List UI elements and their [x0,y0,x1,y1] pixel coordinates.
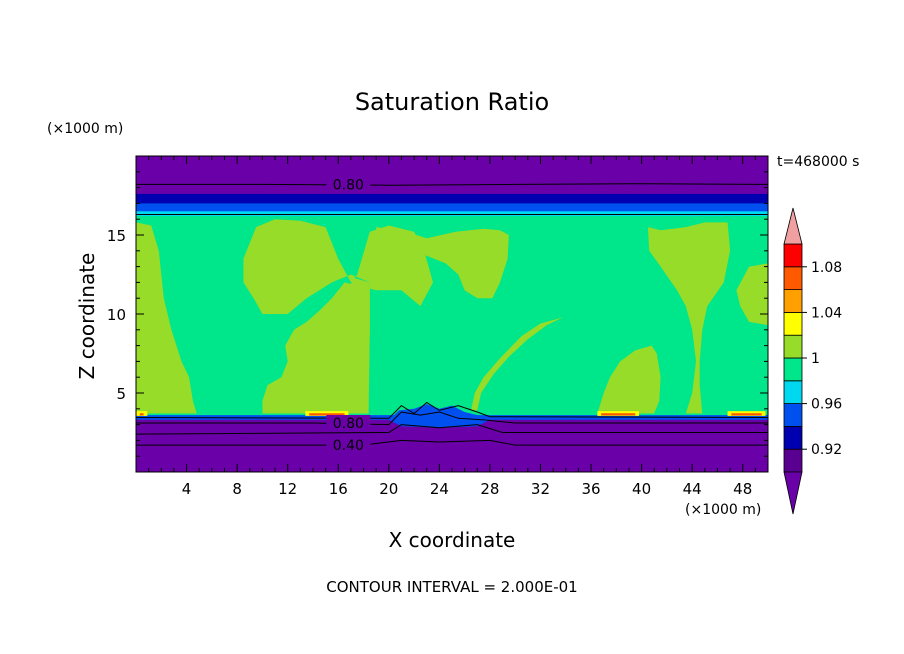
colorbar-box-0 [783,448,803,473]
x-tick-label-28: 28 [480,480,499,498]
hot-patch-2 [601,413,636,416]
region-supersat-center-fill [325,277,370,414]
colorbar-label-0.96: 0.96 [811,397,842,413]
region-supersat-west [136,222,197,414]
x-tick-label-36: 36 [581,480,600,498]
x-tick-label-40: 40 [632,480,651,498]
hot-patch-1 [309,413,345,416]
y-tick-label-15: 15 [107,227,126,245]
x-tick-label-24: 24 [430,480,449,498]
hot-patch-3 [731,413,762,416]
colorbar-label-1: 1 [811,351,820,367]
region-supersat-east-edge [736,263,768,326]
x-tick-label-44: 44 [683,480,702,498]
x-tick-label-8: 8 [232,480,242,498]
plot-frame [135,155,769,473]
colorbar-box-3 [783,380,803,404]
colorbar-label-1.04: 1.04 [811,305,842,321]
contour-label-bg-0 [326,176,371,193]
x-tick-label-20: 20 [379,480,398,498]
colorbar-box-4 [783,357,803,382]
colorbar-under-triangle [783,471,803,515]
region-supersat-upper-tongue [376,227,509,299]
colorbar-box-6 [783,311,803,336]
x-tick-label-32: 32 [531,480,550,498]
y-axis-unit: (×1000 m) [47,121,124,137]
colorbar-box-5 [783,334,803,359]
colorbar-box-7 [783,289,803,313]
colorbar-box-1 [783,425,803,450]
region-supersat-east-tall [647,222,731,414]
x-axis-label: X coordinate [388,528,516,552]
x-tick-label-4: 4 [182,480,192,498]
time-label: t=468000 s [777,154,860,170]
contour-line-4 [135,401,769,419]
y-tick-label-5: 5 [116,385,126,403]
colorbar-box-9 [783,243,803,268]
colorbar-label-1.08: 1.08 [811,260,842,276]
x-axis-unit: (×1000 m) [685,502,762,518]
colorbar-label-0.92: 0.92 [811,442,842,458]
contour-line-3 [135,424,768,435]
colorbar-over-triangle [783,207,803,245]
band-tropopause-cyan [136,211,768,220]
contour-label-0: 0.80 [333,177,364,193]
colorbar-box-8 [783,266,803,290]
region-supersat-east-lobe [597,345,661,414]
contour-line-0 [136,183,769,186]
contour-label-bg-1 [326,415,371,432]
hot-patch-0 [139,413,144,416]
x-tick-label-48: 48 [733,480,752,498]
y-tick-label-10: 10 [107,306,126,324]
colorbar: 1.08 1.04 1 0.96 0.92 [783,207,842,515]
chart-title: Saturation Ratio [354,88,550,116]
band-dry-lower [136,419,768,472]
x-axis-ticks: 4 8 12 16 20 24 28 32 36 40 44 48 [148,156,756,498]
saturation-field [136,156,768,472]
y-axis-ticks: 5 10 15 [107,171,768,457]
convective-base-region [388,404,490,428]
contour-label-2: 0.40 [333,438,364,454]
contour-lines: 0.80 0.80 0.40 [135,176,769,454]
x-tick-label-12: 12 [278,480,297,498]
x-tick-label-16: 16 [329,480,348,498]
contour-label-bg-2 [326,437,371,454]
colorbar-box-2 [783,403,803,427]
contour-label-1: 0.80 [333,416,364,432]
contour-interval-note: CONTOUR INTERVAL = 2.000E-01 [326,578,578,596]
